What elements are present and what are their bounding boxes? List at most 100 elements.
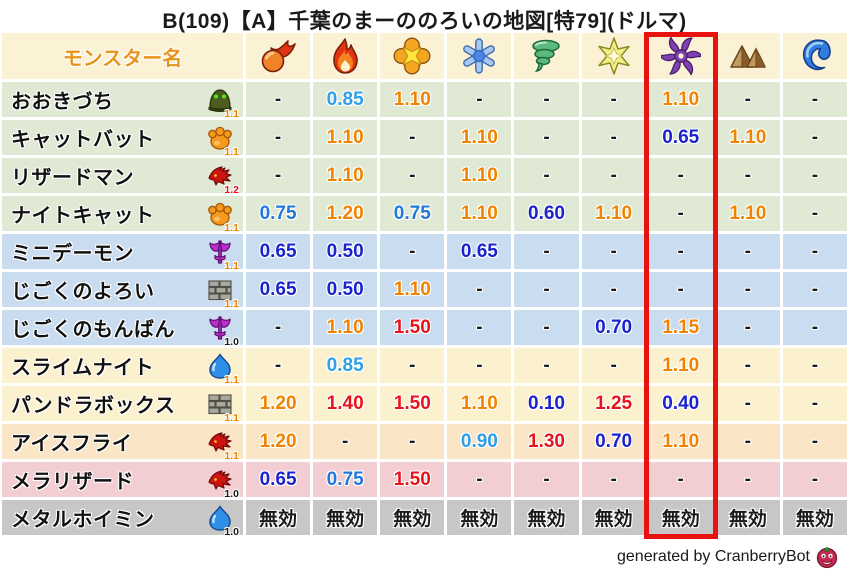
resist-value-cell-gira: -	[313, 424, 378, 459]
resist-value-cell-dolma: -	[648, 158, 713, 193]
monster-name-cell: メタルホイミン 1.0	[2, 500, 243, 538]
resist-value-cell-io: 無効	[380, 500, 445, 535]
monster-family-icon-wrap: 1.1	[206, 428, 239, 462]
trident-icon	[206, 238, 234, 266]
resist-value-cell-hyado: -	[447, 310, 512, 345]
resist-value-cell-bagi: -	[514, 82, 579, 117]
monster-name-cell: スライムナイト 1.1	[2, 348, 243, 386]
resist-value-cell-hyado: 1.10	[447, 386, 512, 421]
resist-value-cell-gira: 0.85	[313, 348, 378, 383]
resist-value-cell-io: -	[380, 158, 445, 193]
resist-value-cell-gira: 0.50	[313, 234, 378, 269]
monster-badge: 1.1	[224, 145, 239, 158]
resist-value-cell-mera: 1.20	[246, 424, 311, 459]
monster-name-cell: メラリザード 1.0	[2, 462, 243, 500]
resist-value-cell-dein: 1.10	[581, 196, 646, 231]
element-column-header-mera	[246, 33, 311, 79]
resist-value-cell-dein: -	[581, 348, 646, 383]
resist-value-cell-bagi: -	[514, 310, 579, 345]
monster-badge: 1.0	[224, 525, 239, 538]
resist-value-cell-dolma: 1.10	[648, 82, 713, 117]
monster-name: じごくのもんばん	[11, 319, 175, 341]
paw-icon	[206, 124, 234, 152]
resist-value-cell-water: -	[782, 310, 847, 345]
resist-value-cell-gira: 0.85	[313, 82, 378, 117]
resist-value-cell-gira: 1.20	[313, 196, 378, 231]
resist-value-cell-dein: -	[581, 462, 646, 497]
monster-name-cell: じごくのもんばん 1.0	[2, 310, 243, 348]
brick-icon	[206, 276, 234, 304]
resist-value-cell-earth: -	[715, 272, 780, 307]
resist-value-cell-dein: 1.25	[581, 386, 646, 421]
element-column-header-hyado	[447, 33, 512, 79]
resist-value-cell-gira: 1.10	[313, 120, 378, 155]
resist-value-cell-mera: -	[246, 82, 311, 117]
resist-value-cell-dolma: 1.10	[648, 348, 713, 383]
cranberry-icon	[815, 545, 839, 569]
monster-badge: 1.0	[224, 487, 239, 500]
resist-value-cell-gira: 1.10	[313, 310, 378, 345]
element-column-header-io	[380, 33, 445, 79]
resist-value-cell-dolma: 無効	[648, 500, 713, 535]
monster-name: おおきづち	[11, 91, 114, 113]
resist-value-cell-io: 1.50	[380, 462, 445, 497]
resist-value-cell-bagi: 0.60	[514, 196, 579, 231]
monster-name: メタルホイミン	[11, 509, 155, 531]
resist-value-cell-water: -	[782, 120, 847, 155]
monster-badge: 1.1	[224, 297, 239, 310]
burst-icon	[392, 36, 432, 76]
monster-family-icon-wrap: 1.1	[206, 390, 239, 424]
resist-value-cell-bagi: 0.10	[514, 386, 579, 421]
monster-family-icon-wrap: 1.1	[206, 86, 239, 120]
element-column-header-gira	[313, 33, 378, 79]
resist-value-cell-io: -	[380, 120, 445, 155]
footer: generated by CranberryBot	[0, 545, 849, 569]
resist-value-cell-bagi: -	[514, 272, 579, 307]
footer-credit: generated by CranberryBot	[617, 548, 810, 565]
resist-value-cell-gira: 0.50	[313, 272, 378, 307]
trident-icon	[206, 314, 234, 342]
resist-value-cell-earth: 無効	[715, 500, 780, 535]
resist-value-cell-hyado: -	[447, 348, 512, 383]
resist-value-cell-gira: 1.40	[313, 386, 378, 421]
monster-name: ナイトキャット	[11, 205, 155, 227]
monster-name: キャットバット	[11, 129, 155, 151]
resist-value-cell-earth: -	[715, 158, 780, 193]
resist-value-cell-io: 1.10	[380, 82, 445, 117]
resist-value-cell-earth: -	[715, 310, 780, 345]
tornado-icon	[526, 36, 566, 76]
monster-badge: 1.0	[224, 335, 239, 348]
resist-value-cell-gira: 無効	[313, 500, 378, 535]
resist-value-cell-mera: 無効	[246, 500, 311, 535]
pinwheel-icon	[660, 36, 701, 76]
resist-table-wrap: モンスター名 おおきづち 1.1-0.85 1.10- - -1.10- - キャットバット…	[2, 32, 847, 539]
monster-badge: 1.1	[224, 411, 239, 424]
resist-value-cell-hyado: 1.10	[447, 196, 512, 231]
monster-name: ミニデーモン	[11, 243, 134, 265]
fireball-icon	[258, 36, 298, 76]
resist-value-cell-water: -	[782, 158, 847, 193]
monster-name-cell: ナイトキャット 1.1	[2, 196, 243, 234]
monster-name: スライムナイト	[11, 357, 155, 379]
resist-value-cell-io: -	[380, 424, 445, 459]
monster-family-icon-wrap: 1.1	[206, 124, 239, 158]
resist-value-cell-water: -	[782, 196, 847, 231]
flame-icon	[325, 36, 365, 76]
slime-icon	[206, 352, 234, 380]
resist-value-cell-dein: 0.70	[581, 310, 646, 345]
resist-value-cell-bagi: -	[514, 348, 579, 383]
resist-value-cell-bagi: 無効	[514, 500, 579, 535]
resist-value-cell-hyado: -	[447, 82, 512, 117]
monster-family-icon-wrap: 1.0	[206, 504, 239, 538]
dragon-icon	[206, 162, 234, 190]
resist-value-cell-hyado: -	[447, 272, 512, 307]
monster-family-icon-wrap: 1.0	[206, 466, 239, 500]
monster-name-cell: キャットバット 1.1	[2, 120, 243, 158]
resist-value-cell-hyado: 無効	[447, 500, 512, 535]
monster-badge: 1.1	[224, 221, 239, 234]
resist-value-cell-dein: 0.70	[581, 424, 646, 459]
resist-value-cell-earth: -	[715, 234, 780, 269]
monster-name: リザードマン	[11, 167, 134, 189]
green-dome-icon	[206, 86, 234, 114]
resist-value-cell-io: -	[380, 234, 445, 269]
